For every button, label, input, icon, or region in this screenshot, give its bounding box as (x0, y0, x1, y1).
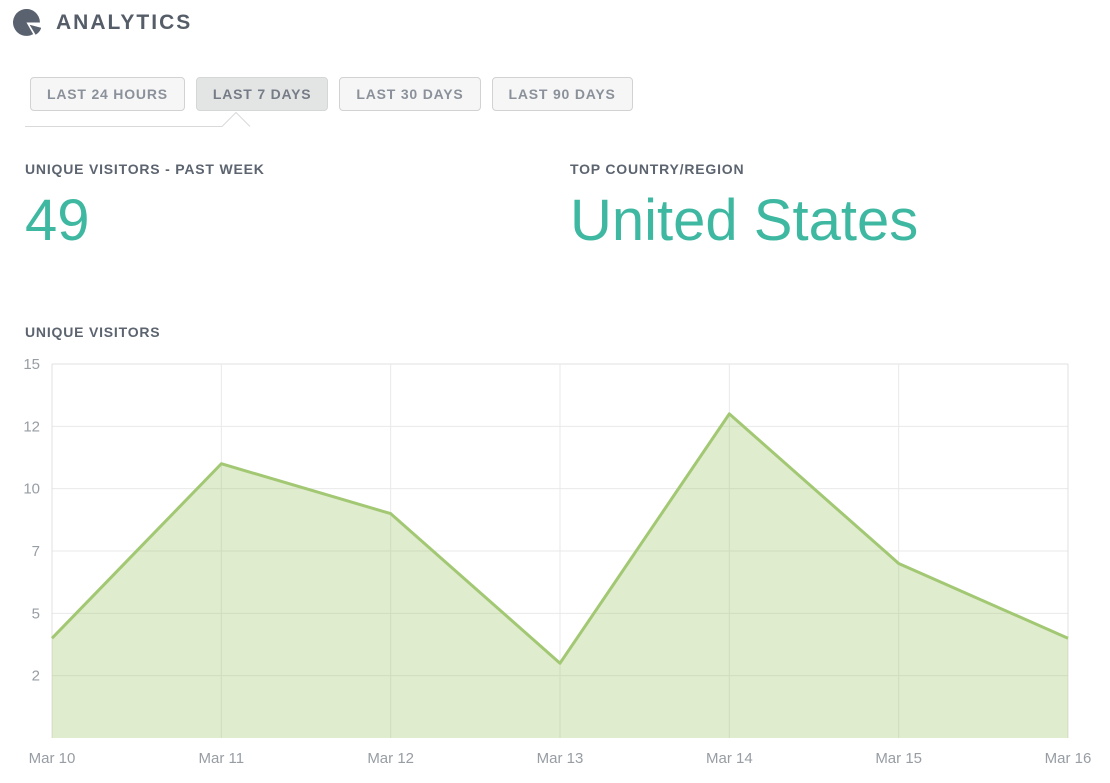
pie-chart-icon (13, 8, 42, 37)
tab-last-90-days[interactable]: LAST 90 DAYS (491, 77, 633, 111)
area-fill (52, 413, 1068, 738)
y-axis-tick-label: 5 (32, 605, 40, 622)
x-axis-tick-label: Mar 14 (706, 750, 753, 767)
x-axis-tick-label: Mar 12 (367, 750, 414, 767)
stat-unique-visitors-label: UNIQUE VISITORS - PAST WEEK (25, 161, 265, 177)
tab-last-7-days[interactable]: LAST 7 DAYS (195, 77, 329, 111)
stat-unique-visitors: UNIQUE VISITORS - PAST WEEK 49 (25, 161, 265, 252)
x-axis-tick-label: Mar 10 (29, 750, 76, 767)
y-axis-tick-label: 12 (23, 418, 40, 435)
y-axis-tick-label: 10 (23, 481, 40, 498)
y-axis-tick-label: 15 (23, 356, 40, 373)
stat-unique-visitors-value: 49 (25, 188, 90, 253)
tab-last-30-days[interactable]: LAST 30 DAYS (339, 77, 481, 111)
chart-title: UNIQUE VISITORS (25, 324, 161, 340)
y-axis-tick-label: 7 (32, 543, 40, 560)
x-axis-tick-label: Mar 11 (199, 750, 245, 767)
stat-top-country: TOP COUNTRY/REGION United States (570, 161, 918, 252)
x-axis-tick-label: Mar 15 (875, 750, 922, 767)
area-line (50, 412, 1069, 665)
time-range-tabs: LAST 24 HOURS LAST 7 DAYS LAST 30 DAYS L… (30, 77, 633, 111)
active-tab-caret-divider (25, 109, 265, 134)
x-axis-tick-label: Mar 13 (537, 750, 584, 767)
tab-last-24-hours[interactable]: LAST 24 HOURS (30, 77, 185, 111)
y-axis-tick-label: 2 (32, 668, 40, 685)
visitors-area-chart: 15 12 10 7 5 2 Mar 10 Mar 11 Mar 12 Mar 13 Mar 14 M… (23, 356, 1092, 767)
chart-title-wrap: UNIQUE VISITORS (25, 324, 160, 340)
x-axis-tick-label: Mar 16 (1045, 750, 1092, 767)
stat-top-country-label: TOP COUNTRY/REGION (570, 161, 745, 177)
stat-top-country-value: United States (570, 188, 919, 253)
app-title: ANALYTICS (56, 11, 193, 34)
